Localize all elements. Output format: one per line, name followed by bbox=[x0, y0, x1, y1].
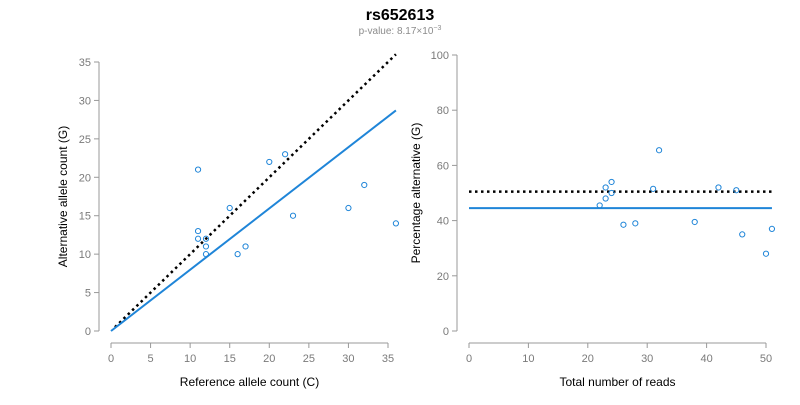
panel2-data-point bbox=[691, 218, 698, 226]
panel2-data-point bbox=[762, 250, 770, 257]
panel1-data-point bbox=[202, 251, 210, 258]
panel2-y-tick-label: 20 bbox=[437, 271, 449, 283]
panel1-data-point bbox=[202, 235, 210, 242]
panel1-x-tick-label: 10 bbox=[184, 353, 196, 365]
panel1-y-tick-label: 0 bbox=[85, 326, 91, 338]
subtitle-pvalue: p-value: 8.17×10 bbox=[359, 26, 434, 37]
panel2-data-point bbox=[596, 202, 603, 209]
panel2-y-tick-label: 40 bbox=[437, 216, 449, 228]
panel1-reference-line bbox=[114, 53, 397, 329]
panel1-y-tick-label: 30 bbox=[79, 95, 91, 107]
panel1-x-tick-label: 0 bbox=[108, 353, 114, 365]
panel1-y-axis-title: Alternative allele count (G) bbox=[56, 126, 70, 267]
panel2-data-point bbox=[608, 189, 615, 197]
panel1-data-point bbox=[194, 235, 202, 242]
panel1-data-point bbox=[282, 151, 289, 158]
panel2-data-point bbox=[620, 221, 627, 228]
panel2-data-point bbox=[715, 184, 722, 191]
panel2-x-tick-label: 10 bbox=[522, 353, 534, 365]
panel2-data-point bbox=[608, 178, 615, 186]
panel2-x-tick-label: 30 bbox=[641, 353, 653, 365]
panel1-x-tick-label: 30 bbox=[342, 353, 354, 365]
panel1-data-point bbox=[289, 212, 297, 219]
panel2-data-point bbox=[655, 147, 663, 154]
panel2-x-tick-label: 0 bbox=[466, 353, 472, 365]
panel1-data-point bbox=[345, 204, 352, 212]
panel2-data-point bbox=[602, 195, 609, 202]
panel1-x-tick-label: 5 bbox=[148, 353, 154, 365]
panel1-data-point bbox=[226, 204, 233, 212]
panel1-x-tick-label: 15 bbox=[224, 353, 236, 365]
panel2-y-tick-label: 100 bbox=[431, 50, 449, 62]
panel1-y-tick-label: 35 bbox=[79, 57, 91, 69]
panel1-x-tick-label: 35 bbox=[382, 353, 394, 365]
panel1-x-tick-label: 20 bbox=[263, 353, 275, 365]
panel2-data-point bbox=[733, 187, 740, 194]
figure-title: rs652613 bbox=[366, 7, 435, 24]
panel1-data-point bbox=[242, 243, 249, 250]
panel1-data-point bbox=[234, 251, 241, 258]
panel1-data-point bbox=[361, 181, 368, 189]
panel1-y-tick-label: 20 bbox=[79, 172, 91, 184]
panel1-x-tick-label: 25 bbox=[303, 353, 315, 365]
panel1-data-point bbox=[266, 158, 273, 166]
panel1-y-tick-label: 15 bbox=[79, 211, 91, 223]
panel1-fit-line bbox=[110, 109, 397, 332]
panel2-y-tick-label: 80 bbox=[437, 105, 449, 117]
panel2-data-point bbox=[650, 185, 657, 192]
panel2-data-point bbox=[768, 225, 776, 232]
subtitle-exponent: −3 bbox=[433, 25, 441, 32]
figure-subtitle: p-value: 8.17×10−3 bbox=[359, 25, 442, 37]
panel1-y-tick-label: 10 bbox=[79, 249, 91, 261]
panel2-x-tick-label: 50 bbox=[760, 353, 772, 365]
panel2-y-axis-title: Percentage alternative (G) bbox=[409, 123, 423, 264]
panel2-y-tick-label: 0 bbox=[443, 326, 449, 338]
panel2-x-tick-label: 20 bbox=[582, 353, 594, 365]
panel2-x-axis-title: Total number of reads bbox=[559, 375, 675, 389]
panel1-data-point bbox=[202, 243, 210, 250]
panel2-data-point bbox=[632, 220, 639, 227]
panel1-y-tick-label: 25 bbox=[79, 134, 91, 146]
panel1-x-axis-title: Reference allele count (C) bbox=[180, 375, 319, 389]
panel2-data-point bbox=[739, 231, 746, 238]
panel1-data-point bbox=[392, 220, 400, 227]
panel1-data-point bbox=[194, 166, 202, 173]
panel2-y-tick-label: 60 bbox=[437, 160, 449, 172]
panel1-y-tick-label: 5 bbox=[85, 288, 91, 300]
panel2-x-tick-label: 40 bbox=[700, 353, 712, 365]
panel2-data-point bbox=[602, 184, 609, 191]
panel1-data-point bbox=[194, 227, 202, 235]
